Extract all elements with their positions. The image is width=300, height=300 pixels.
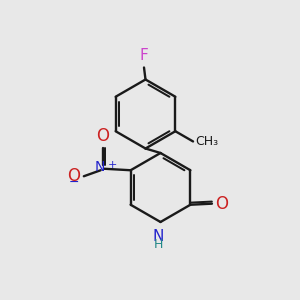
- Text: F: F: [140, 48, 148, 63]
- Text: H: H: [153, 238, 163, 250]
- Text: N: N: [95, 160, 105, 174]
- Text: O: O: [96, 127, 109, 145]
- Text: +: +: [108, 160, 117, 170]
- Text: N: N: [152, 229, 164, 244]
- Text: O: O: [215, 195, 228, 213]
- Text: CH₃: CH₃: [195, 135, 219, 148]
- Text: O: O: [67, 167, 80, 184]
- Text: −: −: [69, 176, 80, 189]
